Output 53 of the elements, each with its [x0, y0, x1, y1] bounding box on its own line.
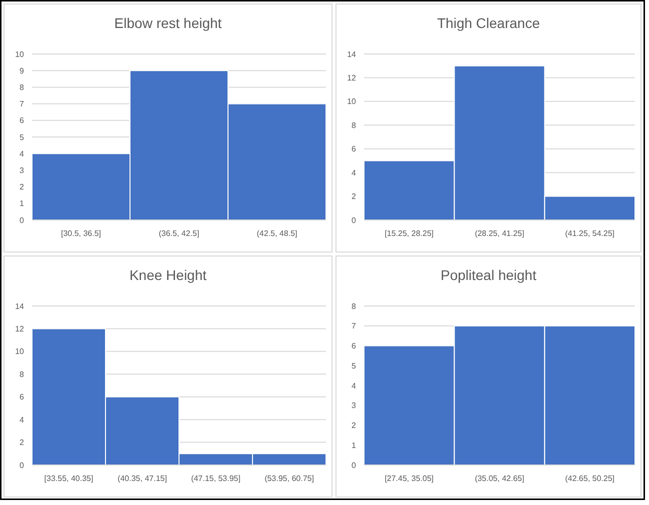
y-tick-label: 10 — [347, 97, 357, 106]
y-tick-label: 0 — [20, 460, 25, 470]
x-tick-label: [27.45, 35.05] — [384, 474, 434, 483]
y-tick-label: 6 — [20, 392, 25, 402]
x-tick-label: (47.15, 53.95] — [191, 474, 240, 483]
y-tick-label: 8 — [20, 370, 25, 379]
y-tick-label: 7 — [20, 100, 25, 109]
y-tick-label: 4 — [352, 381, 357, 390]
x-tick-label: (42.65, 50.25] — [565, 474, 615, 483]
x-tick-label: (40.35, 47.15] — [118, 474, 167, 483]
y-tick-label: 10 — [15, 50, 25, 59]
y-tick-label: 5 — [352, 361, 357, 370]
y-tick-label: 3 — [20, 166, 25, 175]
y-tick-label: 9 — [20, 66, 25, 76]
y-tick-label: 6 — [20, 116, 25, 126]
x-tick-label: (35.05, 42.65] — [474, 474, 524, 483]
chart-title: Knee Height — [129, 267, 207, 283]
y-tick-label: 0 — [20, 216, 25, 225]
x-tick-label: (28.25, 41.25] — [474, 229, 524, 238]
y-tick-label: 0 — [352, 216, 357, 225]
y-tick-label: 7 — [352, 322, 357, 331]
y-tick-label: 10 — [15, 347, 25, 356]
y-tick-label: 2 — [352, 192, 357, 202]
y-tick-label: 8 — [352, 302, 357, 311]
y-tick-label: 4 — [352, 168, 357, 178]
y-tick-label: 2 — [20, 182, 25, 192]
y-tick-label: 14 — [347, 50, 357, 59]
chart-title: Thigh Clearance — [437, 15, 540, 31]
y-tick-label: 2 — [352, 421, 357, 430]
y-tick-label: 2 — [20, 438, 25, 448]
x-tick-label: (53.95, 60.75] — [264, 474, 314, 483]
y-tick-label: 14 — [15, 302, 25, 311]
x-tick-label: (41.25, 54.25] — [565, 229, 615, 238]
y-tick-label: 12 — [15, 324, 25, 334]
y-tick-label: 12 — [347, 74, 357, 83]
x-tick-label: [15.25, 28.25] — [384, 229, 434, 238]
y-tick-label: 6 — [352, 144, 357, 154]
chart-title: Elbow rest height — [114, 15, 222, 31]
y-tick-label: 0 — [352, 460, 357, 470]
y-tick-label: 8 — [352, 120, 357, 130]
x-tick-label: (42.5, 48.5] — [256, 229, 298, 238]
y-tick-label: 3 — [352, 401, 357, 410]
y-tick-label: 5 — [20, 132, 25, 142]
chart-title: Popliteal height — [440, 267, 536, 283]
y-tick-label: 8 — [20, 83, 25, 92]
x-tick-label: [33.55, 40.35] — [44, 474, 94, 483]
y-tick-label: 4 — [20, 149, 25, 158]
y-tick-label: 1 — [352, 440, 357, 450]
x-tick-label: [30.5, 36.5] — [60, 229, 102, 238]
y-tick-label: 4 — [20, 415, 25, 424]
x-tick-label: (36.5, 42.5] — [158, 229, 200, 238]
y-tick-label: 1 — [20, 199, 25, 208]
y-tick-label: 6 — [352, 342, 357, 351]
